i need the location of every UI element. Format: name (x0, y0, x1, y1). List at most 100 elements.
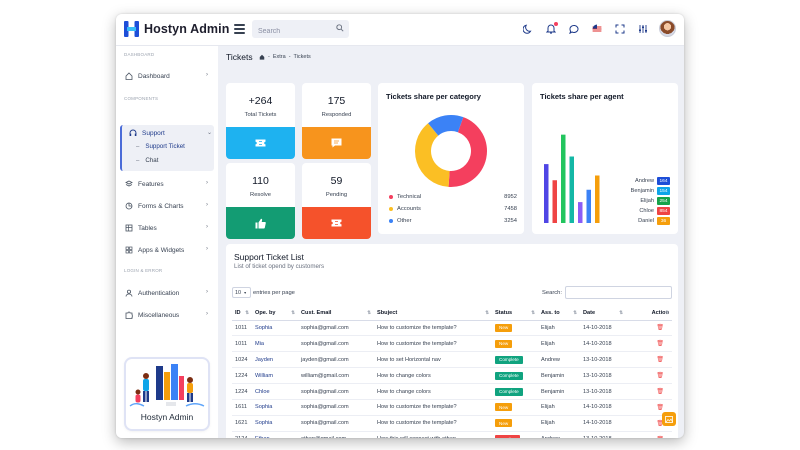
sidebar-item-label: Tables (138, 224, 157, 232)
column-header[interactable]: Status ⇅ (492, 306, 538, 321)
stat-label: Total Tickets (244, 112, 277, 118)
section-login-label: LOGIN & ERROR (124, 268, 163, 273)
chat-icon[interactable] (567, 22, 581, 36)
search-icon[interactable] (336, 24, 344, 32)
cell-opened-by[interactable]: Mia (252, 335, 298, 353)
search-box (252, 20, 349, 41)
user-icon (124, 289, 133, 298)
sidebar-item-authentication[interactable]: Authentication › (120, 286, 214, 300)
cell-opened-by[interactable]: Jayden (252, 351, 298, 369)
moon-icon[interactable] (521, 22, 535, 36)
fullscreen-icon[interactable] (613, 22, 627, 36)
sidebar-item-forms-charts[interactable]: Forms & Charts › (120, 199, 214, 213)
trash-icon[interactable]: 🗑 (626, 383, 672, 400)
column-header[interactable]: Ass. to ⇅ (538, 306, 580, 321)
trash-icon[interactable]: 🗑 (626, 367, 672, 385)
sidebar-item-apps-widgets[interactable]: Apps & Widgets › (120, 243, 214, 257)
legend-item-technical: Technical 8952 (389, 194, 517, 200)
column-header[interactable]: Sbuject ⇅ (374, 306, 492, 321)
column-header[interactable]: Ope. by ⇅ (252, 306, 298, 321)
entries-select[interactable]: 10 ▾ (232, 287, 251, 298)
cell-opened-by[interactable]: Ethan (252, 431, 298, 438)
cell-opened-by[interactable]: Sophia (252, 415, 298, 432)
bell-icon[interactable] (544, 21, 558, 36)
settings-sliders-icon[interactable] (636, 22, 650, 36)
legend-item-other: Other 3254 (389, 218, 517, 224)
table-row[interactable]: 1611 Sophia sophia@gmail.com How to customi… (232, 399, 672, 416)
table-row[interactable]: 1011 Sophia sophia@gmail.com How to customi… (232, 320, 672, 337)
column-header[interactable]: Cust. Email ⇅ (298, 306, 374, 321)
cell-status: Complete (492, 367, 538, 385)
trash-icon[interactable]: 🗑 (626, 399, 672, 416)
table-search: Search: (542, 286, 672, 299)
cell-opened-by[interactable]: Sophia (252, 399, 298, 416)
stat-card-responded[interactable]: 175 Responded (302, 83, 371, 159)
floating-action-button[interactable] (662, 412, 676, 426)
stat-card-resolve[interactable]: 110 Resolve (226, 163, 295, 239)
table-row[interactable]: 1011 Mia sophia@gmail.com How to customize … (232, 335, 672, 353)
hamburger-menu-icon[interactable] (234, 24, 245, 34)
column-header[interactable]: Date ⇅ (580, 306, 626, 321)
image-icon (665, 415, 673, 423)
sidebar-group-support: Support ⌄ – Support Ticket – Chat (120, 125, 214, 171)
sidebar-item-dashboard[interactable]: Dashboard › (120, 69, 214, 83)
trash-icon[interactable]: 🗑 (626, 351, 672, 369)
agent-bar[interactable] (586, 189, 592, 223)
sidebar-item-miscellaneous[interactable]: Miscellaneous › (120, 308, 214, 322)
sort-icon: ⇅ (245, 310, 249, 315)
brand[interactable]: Hostyn Admin (124, 20, 229, 38)
sidebar-item-features[interactable]: Features › (120, 177, 214, 191)
sidebar-subitem-chat[interactable]: – Chat (136, 157, 158, 164)
donut-slice-technical[interactable] (448, 117, 487, 187)
category-donut-chart (415, 115, 487, 187)
cell-opened-by[interactable]: Sophia (252, 320, 298, 337)
trash-icon[interactable]: 🗑 (626, 335, 672, 353)
home-icon[interactable] (259, 54, 265, 60)
promo-illustration (129, 364, 205, 407)
bullet-icon: – (136, 157, 140, 164)
column-header[interactable]: ID ⇅ (232, 306, 252, 321)
cell-subject: How to set Horizontal nav (374, 351, 492, 369)
agent-name: Elijah (640, 198, 654, 204)
column-header[interactable]: Action ⇅ (626, 306, 672, 321)
agent-bar[interactable] (561, 134, 566, 223)
sidebar-subitem-support-ticket[interactable]: – Support Ticket (136, 143, 185, 150)
cell-id: 1621 (232, 415, 252, 432)
cell-date: 13-10-2018 (580, 431, 626, 438)
agent-bar[interactable] (569, 156, 575, 224)
user-avatar[interactable] (659, 20, 676, 37)
cell-opened-by[interactable]: William (252, 367, 298, 385)
table-row[interactable]: 1224 William william@gmail.com How to chang… (232, 367, 672, 385)
trash-icon[interactable]: 🗑 (626, 415, 672, 432)
trash-icon[interactable]: 🗑 (626, 431, 672, 438)
agent-bar[interactable] (544, 164, 549, 223)
table-search-input[interactable] (565, 286, 672, 299)
stat-label: Pending (325, 192, 348, 198)
cell-opened-by[interactable]: Chloe (252, 383, 298, 400)
ticket-icon (331, 219, 342, 227)
trash-icon[interactable]: 🗑 (626, 320, 672, 337)
us-flag-icon[interactable] (590, 22, 604, 36)
sidebar-item-support[interactable]: Support ⌄ (124, 126, 218, 140)
search-input[interactable] (252, 22, 332, 41)
breadcrumb-item[interactable]: Extra (272, 54, 286, 60)
sidebar-item-label: Features (138, 180, 164, 188)
chevron-right-icon: › (206, 289, 208, 295)
table-row[interactable]: 1224 Chloe sophia@gmail.com How to change c… (232, 383, 672, 400)
agent-bar[interactable] (595, 175, 600, 224)
top-actions (521, 20, 676, 37)
stat-card-total-tickets[interactable]: +264 Total Tickets (226, 83, 295, 159)
table-row[interactable]: 1621 Sophia sophia@gmail.com How to customi… (232, 415, 672, 432)
sidebar-item-tables[interactable]: Tables › (120, 221, 214, 235)
agent-row-andrew: Andrew 164 (635, 177, 670, 185)
stat-card-pending[interactable]: 59 Pending (302, 163, 371, 239)
stat-footer (302, 127, 371, 159)
entries-label: entries per page (253, 289, 295, 296)
sidebar-subitem-label: Chat (145, 157, 159, 164)
agent-bar[interactable] (552, 180, 558, 223)
agent-bar[interactable] (578, 202, 583, 223)
donut-slice-other[interactable] (428, 115, 464, 136)
donut-slice-accounts[interactable] (415, 123, 450, 187)
table-row[interactable]: 1024 Jayden jayden@gmail.com How to set Hor… (232, 351, 672, 369)
